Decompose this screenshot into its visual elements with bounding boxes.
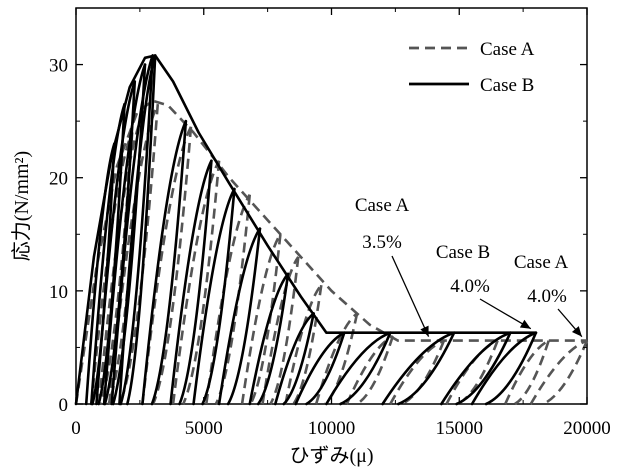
- reloading-branch: [192, 187, 236, 406]
- annotation-name: Case A: [355, 195, 410, 216]
- reloading-branch: [529, 339, 588, 405]
- unloading-branch: [178, 159, 213, 406]
- x-tick-label: 20000: [563, 418, 611, 439]
- annotation-arrowhead: [420, 325, 429, 337]
- annotation-value: 3.5%: [362, 232, 402, 253]
- unloading-branch: [514, 340, 550, 406]
- reloading-branch: [381, 331, 456, 406]
- annotation-value: 4.0%: [450, 276, 490, 297]
- annotation-arrowhead: [519, 319, 531, 329]
- reloading-branch: [217, 227, 262, 406]
- y-tick-label: 30: [49, 56, 68, 77]
- unloading-branch: [356, 335, 395, 406]
- y-tick-label: 0: [59, 395, 69, 416]
- unloading-branch: [542, 340, 589, 406]
- reloading-branch: [470, 331, 538, 406]
- unloading-branch: [401, 340, 446, 406]
- reloading-branch: [294, 331, 346, 406]
- unloading-branch: [151, 126, 193, 405]
- unloading-branch: [119, 54, 154, 406]
- unloading-branch: [397, 331, 456, 406]
- reloading-branch: [84, 142, 116, 406]
- reloading-branch: [345, 334, 394, 405]
- reloading-branch: [118, 54, 157, 406]
- annotation-arrow: [391, 255, 430, 337]
- reloading-branch: [440, 331, 512, 406]
- reloading-branch: [110, 54, 154, 406]
- unloading-branch: [484, 331, 538, 406]
- annotation-name: Case B: [436, 242, 490, 263]
- reloading-branch: [261, 256, 300, 405]
- reloading-branch: [171, 160, 221, 405]
- unloading-branch: [150, 119, 188, 406]
- x-axis-label: ひずみ(μ): [289, 444, 373, 467]
- reloading-branch: [273, 312, 315, 406]
- reloading-branch: [95, 80, 137, 406]
- unloading-branch: [292, 285, 323, 405]
- unloading-branch: [126, 54, 157, 406]
- reloading-branch: [240, 233, 282, 405]
- annotation-name: Case A: [514, 252, 569, 273]
- unloading-branch: [269, 256, 300, 405]
- unloading-branch: [182, 160, 221, 405]
- reloading-branch: [141, 119, 188, 406]
- x-tick-label: 5000: [185, 418, 223, 439]
- annotations-layer: Case A 3.5% Case B 4.0% Case A 4.0%: [355, 195, 583, 338]
- legend: Case A Case B: [409, 39, 535, 96]
- unloading-branch: [249, 234, 282, 405]
- reloading-branch: [205, 194, 251, 405]
- unloading-branch: [226, 227, 262, 406]
- legend-label-case-a: Case A: [480, 39, 535, 60]
- x-tick-label: 15000: [436, 418, 484, 439]
- unloading-branch: [324, 313, 359, 405]
- unloading-branch: [256, 272, 290, 406]
- unloading-branch: [455, 331, 512, 406]
- y-tick-label: 20: [49, 169, 68, 190]
- unloading-branch: [339, 331, 392, 406]
- reloading-branch: [325, 331, 392, 406]
- unloading-branch: [305, 331, 346, 406]
- reloading-branch: [102, 63, 147, 406]
- reloading-branch: [504, 339, 550, 405]
- series-envelope: [74, 99, 587, 405]
- unloading-branch: [282, 312, 315, 406]
- ticks-layer: 0 5000 10000 15000 20000 0 10 20 30: [49, 7, 611, 439]
- y-axis-label: 応力(N/mm²): [10, 151, 33, 261]
- annotation-value: 4.0%: [527, 286, 567, 307]
- legend-label-case-b: Case B: [480, 75, 534, 96]
- reloading-branch: [90, 102, 126, 406]
- reloading-branch: [389, 339, 445, 405]
- x-tick-label: 10000: [308, 418, 356, 439]
- curves-layer: [74, 54, 589, 406]
- y-tick-label: 10: [49, 282, 68, 303]
- x-tick-label: 0: [71, 418, 81, 439]
- annotation-arrowhead: [571, 326, 582, 337]
- reloading-branch: [248, 272, 290, 406]
- unloading-branch: [201, 187, 236, 406]
- reloading-branch: [169, 159, 213, 406]
